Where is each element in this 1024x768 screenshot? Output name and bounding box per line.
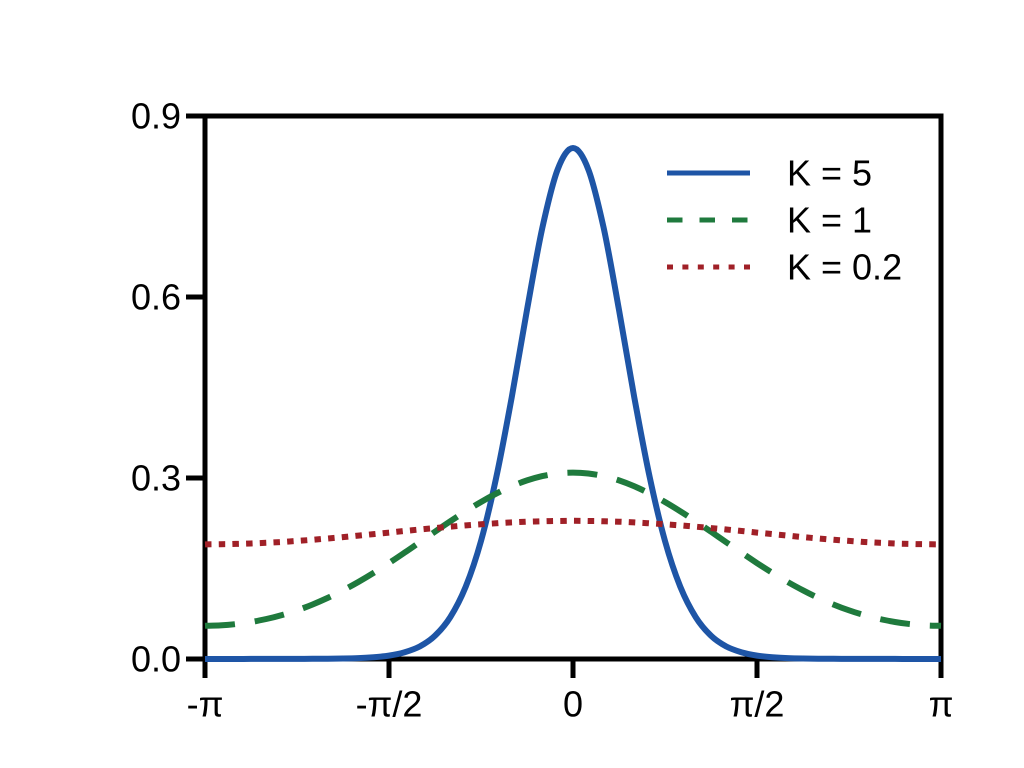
x-tick-label-3: π/2 xyxy=(730,684,785,725)
y-tick-label-1: 0.3 xyxy=(131,458,181,499)
x-tick-label-1: -π/2 xyxy=(356,684,423,725)
curve-k=5 xyxy=(204,144,941,662)
y-tick-label-2: 0.6 xyxy=(131,277,181,318)
legend-label-0: K = 5 xyxy=(787,153,872,194)
y-tick-label-3: 0.9 xyxy=(131,96,181,137)
curve-k=1 xyxy=(204,469,942,629)
x-tick-label-2: 0 xyxy=(563,684,583,725)
x-tick-label-4: π xyxy=(929,684,954,725)
x-tick-label-0: -π xyxy=(187,684,224,725)
y-tick-label-0: 0.0 xyxy=(131,639,181,680)
legend-label-2: K = 0.2 xyxy=(787,247,902,288)
plot-border xyxy=(202,113,944,662)
legend-label-1: K = 1 xyxy=(787,200,872,241)
curve-k=0.2 xyxy=(204,517,942,548)
